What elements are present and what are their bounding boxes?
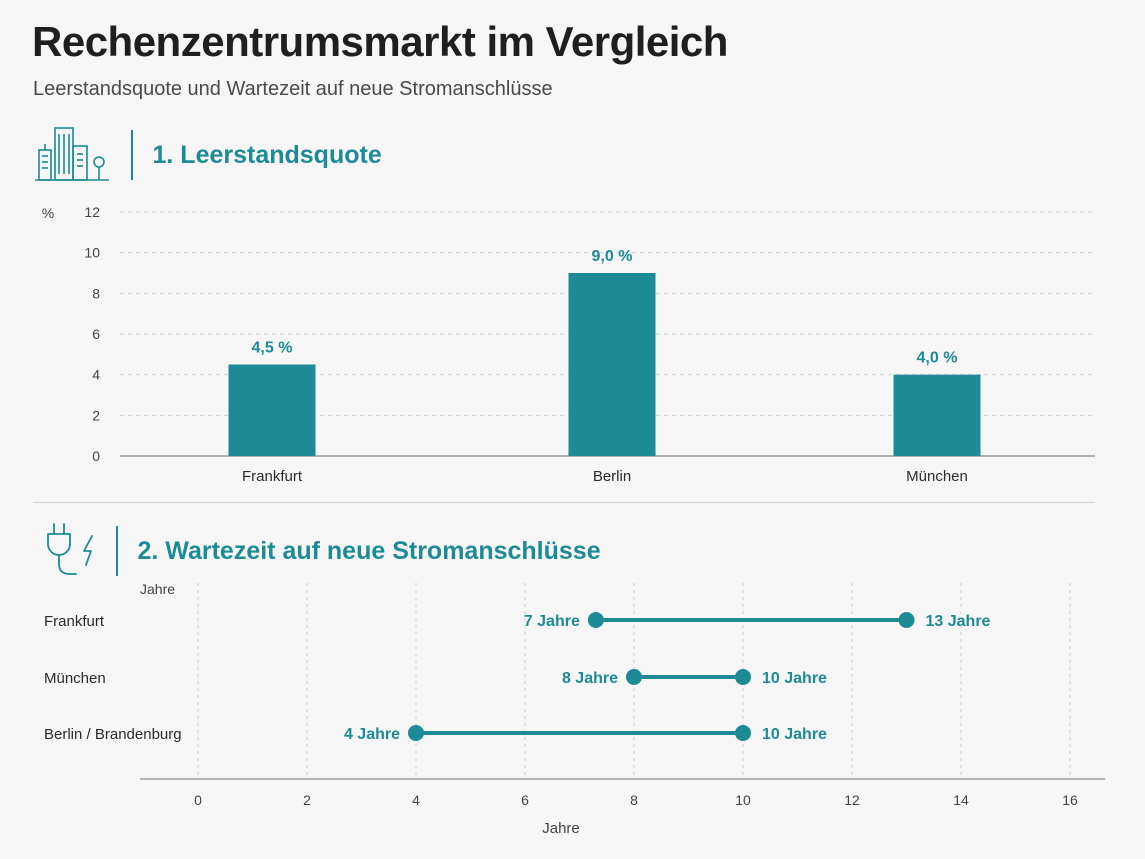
bar-münchen <box>893 374 981 456</box>
section-divider <box>33 502 1095 503</box>
x-tick-label: 14 <box>953 792 969 808</box>
row-label: Frankfurt <box>44 613 105 630</box>
range-end-label: 10 Jahre <box>762 726 827 743</box>
range-start-point <box>587 612 604 628</box>
x-tick-label: 12 <box>844 792 860 808</box>
section-2-title: 2. Wartezeit auf neue Stromanschlüsse <box>137 536 601 565</box>
bar-data-label: 9,0 % <box>592 248 633 265</box>
top-axis-label: Jahre <box>140 581 175 597</box>
x-tick-label: 0 <box>194 792 202 808</box>
vacancy-bar-chart: % 0 2 4 6 8 10 12 4,5 % Frankfurt 9,0 % Berlin 4,0 %… <box>42 204 1095 485</box>
bar-data-label: 4,0 % <box>917 350 958 367</box>
y-tick-label: 10 <box>84 245 100 261</box>
row-label: Berlin / Brandenburg <box>44 726 182 743</box>
range-start-label: 8 Jahre <box>562 670 618 687</box>
x-category-label: Berlin <box>593 468 631 485</box>
range-start-label: 7 Jahre <box>524 613 580 630</box>
range-end-point <box>735 725 751 741</box>
y-tick-label: 6 <box>92 326 100 342</box>
range-end-point <box>898 612 915 628</box>
bar-berlin <box>568 273 656 456</box>
waiting-time-range-chart: Jahre 0 2 4 6 8 10 12 14 16 Jahre Frankfurt 7 Jahre 1… <box>44 581 1105 837</box>
x-tick-label: 10 <box>735 792 751 808</box>
x-axis-title: Jahre <box>542 820 580 837</box>
x-category-label: Frankfurt <box>242 468 303 485</box>
page-subtitle: Leerstandsquote und Wartezeit auf neue S… <box>33 78 553 100</box>
y-tick-label: 2 <box>92 407 100 423</box>
section-divider-line <box>131 130 133 180</box>
bar-frankfurt <box>228 364 316 456</box>
section-1-title: 1. Leerstandsquote <box>152 140 382 169</box>
range-end-label: 10 Jahre <box>762 670 827 687</box>
x-tick-label: 6 <box>521 792 529 808</box>
range-start-point <box>408 725 424 741</box>
section-1-header: 1. Leerstandsquote <box>33 126 382 184</box>
section-divider-line <box>116 526 118 576</box>
x-category-label: München <box>906 468 968 485</box>
x-tick-label: 8 <box>630 792 638 808</box>
row-label: München <box>44 670 106 687</box>
range-start-label: 4 Jahre <box>344 726 400 743</box>
bar-data-label: 4,5 % <box>252 340 293 357</box>
y-tick-label: 0 <box>92 448 100 464</box>
y-tick-label: 12 <box>84 204 100 220</box>
y-tick-label: 4 <box>92 367 100 383</box>
range-end-point <box>735 669 751 685</box>
section-2-header: 2. Wartezeit auf neue Stromanschlüsse <box>44 522 601 580</box>
x-tick-label: 16 <box>1062 792 1078 808</box>
page-title: Rechenzentrumsmarkt im Vergleich <box>32 18 728 65</box>
range-start-point <box>626 669 642 685</box>
buildings-icon <box>33 124 111 187</box>
y-tick-label: 8 <box>92 285 100 301</box>
power-plug-icon <box>44 520 102 583</box>
range-end-label: 13 Jahre <box>926 613 991 630</box>
x-tick-label: 4 <box>412 792 420 808</box>
x-tick-label: 2 <box>303 792 311 808</box>
y-axis-unit-label: % <box>42 205 54 221</box>
